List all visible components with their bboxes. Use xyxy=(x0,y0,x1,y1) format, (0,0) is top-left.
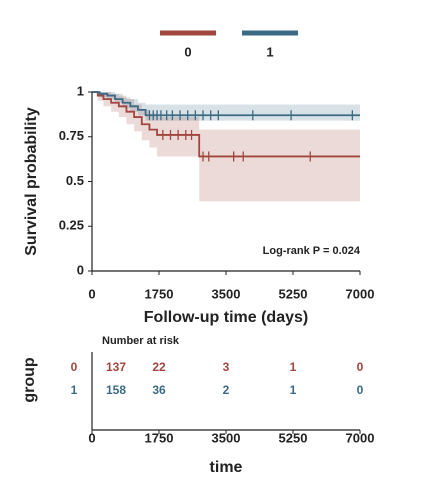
y-axis-title: group xyxy=(21,357,38,403)
y-tick-label: 0.25 xyxy=(59,218,84,233)
y-axis-title: Survival probability xyxy=(23,107,40,256)
x-tick-label: 1750 xyxy=(145,431,174,446)
x-tick-label: 5250 xyxy=(279,286,308,301)
x-tick-label: 0 xyxy=(88,286,95,301)
y-tick-label: 1 xyxy=(77,83,84,98)
risk-count: 158 xyxy=(106,383,126,397)
table-title: Number at risk xyxy=(102,335,180,347)
y-tick-label: 0.5 xyxy=(66,173,84,188)
risk-count: 2 xyxy=(223,383,230,397)
y-tick-label: 0 xyxy=(77,262,84,277)
risk-count: 36 xyxy=(152,383,166,397)
risk-count: 3 xyxy=(223,360,230,374)
x-axis-title: Follow-up time (days) xyxy=(144,309,308,326)
legend-label: 1 xyxy=(266,44,273,59)
survival-curve xyxy=(92,91,360,117)
confidence-band xyxy=(92,92,360,121)
x-tick-label: 3500 xyxy=(212,431,241,446)
risk-count: 1 xyxy=(290,383,297,397)
x-axis-title: time xyxy=(210,459,243,476)
risk-count: 1 xyxy=(290,360,297,374)
row-label: 0 xyxy=(71,360,78,374)
risk-count: 0 xyxy=(357,383,364,397)
y-tick-label: 0.75 xyxy=(59,128,84,143)
annotation: Log-rank P = 0.024 xyxy=(263,245,361,257)
risk-count: 22 xyxy=(152,360,166,374)
x-tick-label: 3500 xyxy=(212,286,241,301)
x-tick-label: 7000 xyxy=(346,286,375,301)
risk-count: 137 xyxy=(106,360,126,374)
x-tick-label: 0 xyxy=(88,431,95,446)
confidence-band xyxy=(92,92,360,202)
survival-curve xyxy=(92,91,360,158)
row-label: 1 xyxy=(71,383,78,397)
x-tick-label: 7000 xyxy=(346,431,375,446)
risk-count: 0 xyxy=(357,360,364,374)
legend-label: 0 xyxy=(184,44,191,59)
x-tick-label: 5250 xyxy=(279,431,308,446)
x-tick-label: 1750 xyxy=(145,286,174,301)
